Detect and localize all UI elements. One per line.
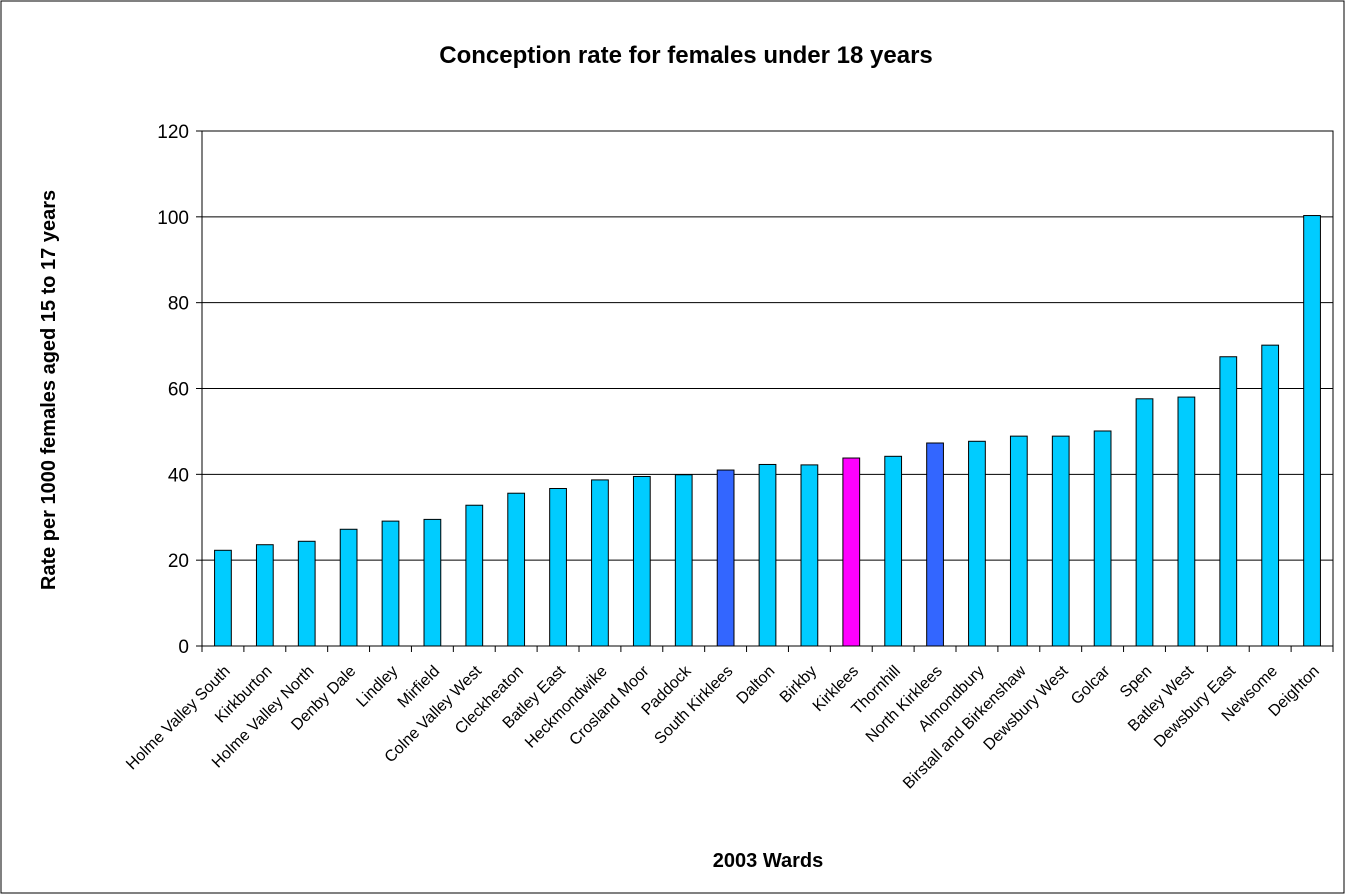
- bar: [1135, 398, 1154, 647]
- bar: [255, 544, 274, 647]
- bar: [926, 442, 944, 647]
- y-tick-label: 100: [157, 208, 189, 229]
- bar: [842, 457, 861, 647]
- bar: [591, 479, 609, 647]
- y-axis-title: Rate per 1000 females aged 15 to 17 year…: [38, 190, 60, 590]
- bar: [423, 518, 442, 647]
- bar: [507, 492, 526, 647]
- y-axis-ticks: 0 20 40 60 80 100 120: [157, 122, 202, 658]
- bar: [968, 440, 986, 647]
- bar: [214, 549, 232, 647]
- y-tick-label: 60: [168, 380, 189, 401]
- bar: [1261, 344, 1280, 647]
- chart-title: Conception rate for females under 18 yea…: [439, 42, 933, 69]
- bar: [674, 474, 693, 647]
- bar: [632, 475, 651, 647]
- y-tick-label: 20: [168, 551, 189, 572]
- x-axis-ticks: [201, 646, 1334, 652]
- bar: [1303, 215, 1321, 647]
- y-tick-label: 0: [178, 637, 189, 658]
- bar: [465, 504, 484, 647]
- bar: [1177, 396, 1196, 647]
- bar: [381, 520, 400, 647]
- y-tick-label: 40: [168, 465, 189, 486]
- bar: [800, 464, 819, 647]
- bars: [214, 215, 1321, 647]
- bar: [1051, 435, 1070, 647]
- bar: [758, 463, 777, 647]
- bar: [297, 540, 316, 647]
- bar: [339, 528, 358, 647]
- bar: [1093, 430, 1112, 647]
- bar: [549, 487, 567, 647]
- bar: [884, 455, 903, 647]
- bar: [716, 469, 735, 647]
- x-axis-title: 2003 Wards: [713, 850, 823, 872]
- y-tick-label: 80: [168, 294, 189, 315]
- bar: [1009, 435, 1028, 647]
- y-tick-label: 120: [157, 122, 189, 143]
- bar: [1219, 356, 1238, 647]
